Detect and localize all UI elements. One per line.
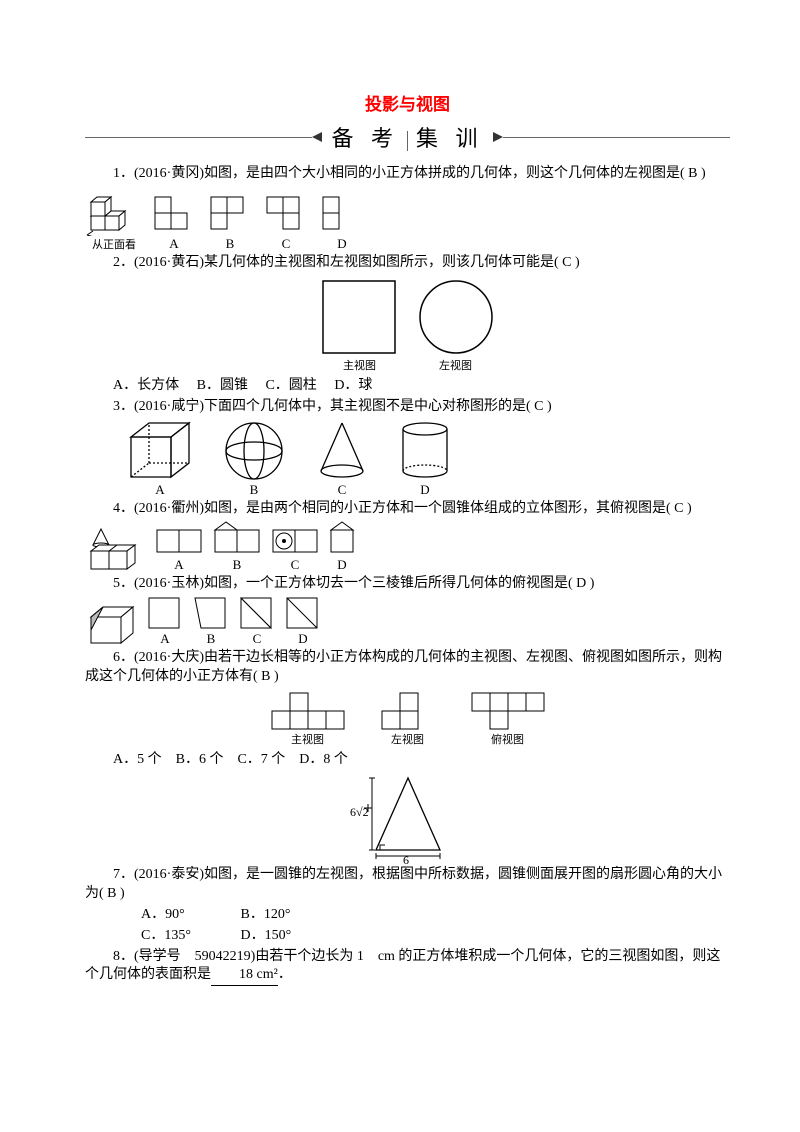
- q7-opt-d: D．150°: [241, 928, 292, 943]
- q4-opt-d: D: [337, 557, 346, 573]
- q6-cap3: 俯视图: [491, 731, 524, 747]
- q2-cap1: 主视图: [343, 357, 376, 373]
- q4-opt-b-icon: [211, 520, 263, 556]
- q1-figures: 从正面看 A B C D: [85, 186, 730, 252]
- q7-opt-a: A．90°: [113, 906, 223, 925]
- q1-opt-c: C: [282, 236, 291, 252]
- q4-opt-c-icon: [269, 526, 321, 556]
- q1-solid: 从正面看: [85, 186, 143, 252]
- q4-opt-c: C: [291, 557, 300, 573]
- q1-stem: 1．(2016·黄冈)如图，是由四个大小相同的小正方体拼成的几何体，则这个几何体…: [85, 165, 730, 184]
- q5-opt-a: A: [160, 631, 169, 647]
- q8-stem: 8．(导学号 59042219)由若干个边长为 1 cm 的正方体堆积成一个几何…: [85, 948, 730, 987]
- cone-icon: [313, 419, 371, 481]
- q1-opt-b-icon: [205, 193, 255, 235]
- q3-opt-b: B: [250, 482, 259, 498]
- q5-opt-b: B: [207, 631, 216, 647]
- q6-stem: 6．(2016·大庆)由若干边长相等的小正方体构成的几何体的主视图、左视图、俯视…: [85, 649, 730, 687]
- square-icon: [315, 277, 405, 357]
- q1-opt-a: A: [169, 236, 178, 252]
- q5-opt-d-icon: [283, 596, 323, 630]
- q6-top-icon: [468, 691, 548, 731]
- doc-title: 投影与视图: [85, 90, 730, 115]
- q2-options: A．长方体 B．圆锥 C．圆柱 D．球: [85, 377, 730, 396]
- q6-cap2: 左视图: [391, 731, 424, 747]
- q4-stem: 4．(2016·衢州)如图，是由两个相同的小正方体和一个圆锥体组成的立体图形，其…: [85, 500, 730, 519]
- q5-opt-c-icon: [237, 596, 277, 630]
- q2-opt-b: B．圆锥: [197, 378, 248, 393]
- q5-opt-b-icon: [191, 596, 231, 630]
- q3-opt-c: C: [338, 482, 347, 498]
- q7-options-1: A．90° B．120°: [85, 906, 730, 925]
- cubes-cone-icon: [85, 525, 147, 573]
- q8-stem-a: 8．(导学号 59042219)由若干个边长为 1 cm 的正方体堆积成一个几何…: [85, 949, 720, 983]
- q4-figures: A B C D: [85, 520, 730, 573]
- q2-opt-a: A．长方体: [113, 378, 179, 393]
- q6-cap1: 主视图: [291, 731, 324, 747]
- q7-options-2: C．135° D．150°: [85, 927, 730, 946]
- q1-opt-c-icon: [261, 193, 311, 235]
- q4-opt-a: A: [174, 557, 183, 573]
- cuboid-icon: [125, 419, 195, 481]
- cubes-icon: [85, 186, 143, 236]
- q1-opt-a-icon: [149, 193, 199, 235]
- q5-opt-d: D: [298, 631, 307, 647]
- sphere-icon: [219, 419, 289, 481]
- banner-left: 备 考: [331, 126, 399, 151]
- q5-opt-c: C: [253, 631, 262, 647]
- q7-figure: 6√2 6: [85, 772, 730, 864]
- q1-opt-d-icon: [317, 193, 367, 235]
- q2-stem: 2．(2016·黄石)某几何体的主视图和左视图如图所示，则该几何体可能是( C …: [85, 254, 730, 273]
- banner: 备 考集 训: [85, 121, 730, 153]
- q3-opt-a: A: [155, 482, 164, 498]
- banner-right: 集 训: [416, 126, 484, 151]
- q5-figures: A B C D: [85, 596, 730, 647]
- q1-opt-b: B: [226, 236, 235, 252]
- q2-figures: 主视图 左视图: [85, 275, 730, 375]
- triangle-dim-icon: 6√2 6: [348, 772, 468, 864]
- q5-stem: 5．(2016·玉林)如图，一个正方体切去一个三棱锥后所得几何体的俯视图是( D…: [85, 575, 730, 594]
- q7-opt-c: C．135°: [113, 927, 223, 946]
- cut-cube-icon: [85, 603, 139, 647]
- q2-opt-c: C．圆柱: [265, 378, 316, 393]
- q1-opt-d: D: [337, 236, 346, 252]
- q8-stem-b: ．: [278, 967, 292, 982]
- q6-main-icon: [268, 691, 348, 731]
- q7-opt-b: B．120°: [241, 907, 291, 922]
- cylinder-icon: [395, 419, 455, 481]
- q2-opt-d: D．球: [334, 378, 372, 393]
- q6-figures: 主视图 左视图 俯视图: [85, 689, 730, 749]
- q4-opt-a-icon: [153, 526, 205, 556]
- q7-stem: 7．(2016·泰安)如图，是一圆锥的左视图，根据图中所标数据，圆锥侧面展开图的…: [85, 866, 730, 904]
- q5-opt-a-icon: [145, 596, 185, 630]
- q5-solid: [85, 603, 139, 647]
- page: 投影与视图 备 考集 训 1．(2016·黄冈)如图，是由四个大小相同的小正方体…: [0, 0, 800, 1028]
- q3-stem: 3．(2016·咸宁)下面四个几何体中，其主视图不是中心对称图形的是( C ): [85, 398, 730, 417]
- q3-figures: A B C D: [125, 419, 730, 498]
- q6-options: A．5 个 B．6 个 C．7 个 D．8 个: [85, 751, 730, 770]
- q6-left-icon: [378, 691, 438, 731]
- q1-caption: 从正面看: [92, 236, 136, 252]
- q4-solid: [85, 525, 147, 573]
- q7-h-label: 6√2: [350, 805, 369, 819]
- q8-answer: 18 cm²: [211, 966, 278, 986]
- q7-w-label: 6: [403, 853, 409, 864]
- q3-opt-d: D: [420, 482, 429, 498]
- circle-icon: [411, 277, 501, 357]
- q4-opt-d-icon: [327, 520, 357, 556]
- q4-opt-b: B: [233, 557, 242, 573]
- q2-cap2: 左视图: [439, 357, 472, 373]
- banner-text: 备 考集 训: [321, 121, 493, 153]
